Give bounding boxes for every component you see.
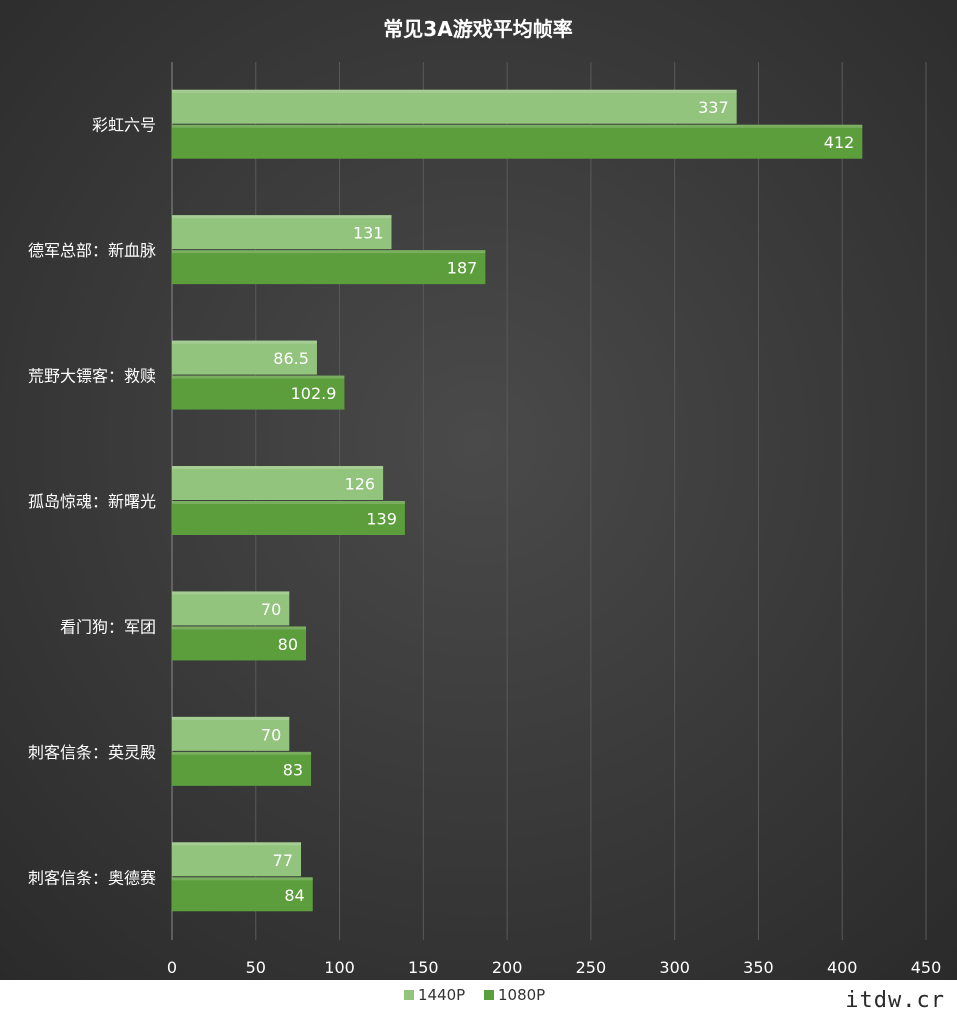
bar-highlight — [172, 89, 737, 93]
bar-highlight — [172, 591, 290, 595]
category-label: 看门狗：军团 — [60, 617, 156, 636]
bar-1080p — [172, 250, 486, 285]
x-tick-label: 200 — [492, 958, 523, 977]
legend-swatch — [404, 990, 414, 1000]
data-label: 70 — [261, 725, 281, 744]
bar-highlight — [172, 466, 384, 469]
bar-highlight — [172, 751, 312, 755]
x-tick-label: 450 — [911, 958, 942, 977]
bar-1080p — [172, 626, 307, 661]
data-label: 131 — [353, 224, 384, 243]
data-label: 126 — [345, 475, 376, 494]
x-tick-label: 300 — [659, 958, 690, 977]
bar-highlight — [172, 340, 317, 344]
watermark-text: itdw.cr — [845, 988, 945, 1013]
bar-highlight — [172, 250, 486, 254]
data-label: 102.9 — [291, 384, 337, 403]
bar-1440p — [172, 89, 737, 124]
data-label: 77 — [273, 851, 293, 870]
data-label: 412 — [824, 133, 855, 152]
data-label: 86.5 — [273, 349, 309, 368]
x-tick-label: 350 — [743, 958, 774, 977]
x-tick-label: 150 — [408, 958, 439, 977]
x-tick-label: 400 — [827, 958, 858, 977]
bar-highlight — [172, 215, 392, 219]
bar-highlight — [172, 375, 345, 379]
legend-label: 1080P — [498, 986, 545, 1004]
bar-1080p — [172, 124, 863, 159]
x-axis-ticks: 0 50 100 150 200 250 300 350 400 450 — [167, 958, 941, 977]
bar-highlight — [172, 626, 307, 630]
bar-1080p — [172, 751, 312, 786]
bar-highlight — [172, 716, 290, 720]
category-label: 刺客信条：奥德赛 — [28, 868, 156, 887]
data-label: 84 — [284, 886, 304, 905]
category-label: 刺客信条：英灵殿 — [28, 743, 156, 762]
legend: 1440P 1080P — [404, 986, 545, 1004]
data-label: 80 — [278, 635, 298, 654]
legend-label: 1440P — [418, 986, 465, 1004]
bar-1440p — [172, 340, 317, 375]
data-label: 187 — [447, 259, 478, 278]
bar-1440p — [172, 215, 392, 250]
data-label: 139 — [366, 510, 397, 529]
bar-highlight — [172, 877, 313, 881]
category-label: 孤岛惊魂：新曙光 — [28, 492, 156, 511]
x-tick-label: 50 — [246, 958, 266, 977]
x-tick-label: 0 — [167, 958, 177, 977]
data-label: 83 — [283, 760, 303, 779]
chart-title: 常见3A游戏平均帧率 — [383, 17, 572, 41]
x-tick-label: 250 — [576, 958, 607, 977]
bar-1440p — [172, 842, 302, 877]
bar-highlight — [172, 501, 405, 504]
category-labels: 彩虹六号德军总部：新血脉荒野大镖客：救赎孤岛惊魂：新曙光看门狗：军团刺客信条：英… — [28, 116, 156, 888]
chart-background — [0, 0, 957, 980]
bar-highlight — [172, 842, 302, 846]
category-label: 德军总部：新血脉 — [28, 241, 156, 260]
bar-1080p — [172, 375, 345, 410]
category-label: 彩虹六号 — [92, 116, 156, 135]
bar-1440p — [172, 466, 384, 500]
category-label: 荒野大镖客：救赎 — [28, 367, 156, 386]
bar-1080p — [172, 501, 405, 535]
bar-highlight — [172, 124, 863, 128]
bar-1440p — [172, 591, 290, 626]
data-label: 337 — [698, 98, 729, 117]
x-tick-label: 100 — [324, 958, 355, 977]
legend-swatch — [484, 990, 494, 1000]
bar-1080p — [172, 877, 313, 912]
data-label: 70 — [261, 600, 281, 619]
bar-1440p — [172, 716, 290, 751]
